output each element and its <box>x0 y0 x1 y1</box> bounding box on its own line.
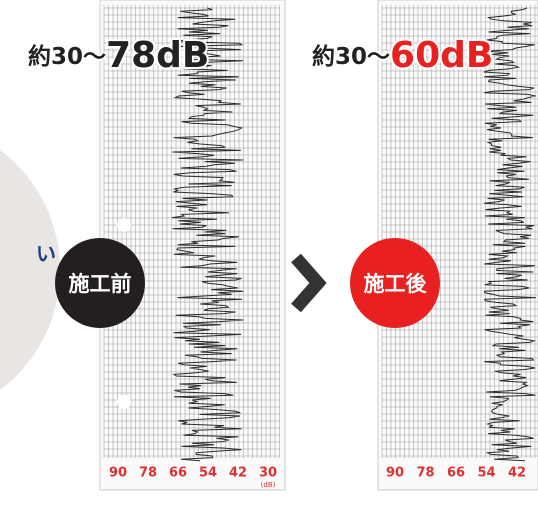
scale-label: 78 <box>416 466 434 481</box>
scale-label: 30 <box>259 466 277 481</box>
scale-label: 90 <box>109 466 127 481</box>
scale-label: 66 <box>447 466 465 481</box>
scale-label: 54 <box>477 466 495 481</box>
scale-label: 78 <box>139 466 157 481</box>
heading-prefix: 約30〜 <box>28 43 106 70</box>
punch-hole <box>117 218 131 232</box>
badge-text: 施工後 <box>364 272 428 296</box>
side-text: い <box>36 242 56 266</box>
heading-prefix: 約30〜 <box>312 43 390 70</box>
heading: 約30〜60dB <box>312 35 493 76</box>
scale-label: 54 <box>199 466 217 481</box>
side-circle <box>0 150 60 390</box>
punch-hole <box>117 395 131 409</box>
badge-text: 施工前 <box>69 272 132 296</box>
heading: 約30〜78dB <box>28 35 209 76</box>
heading-value: 78dB <box>106 35 209 76</box>
heading-value: 60dB <box>390 35 493 76</box>
scale-label: 90 <box>386 466 404 481</box>
scale-label: 42 <box>229 466 247 481</box>
noise-trace <box>483 7 537 462</box>
scale-unit: (dB) <box>261 481 276 489</box>
noise-trace <box>172 7 244 462</box>
scale-label: 42 <box>508 466 526 481</box>
badge <box>350 238 440 328</box>
scale-label: 66 <box>169 466 187 481</box>
badge <box>55 238 145 328</box>
arrow <box>291 253 327 313</box>
